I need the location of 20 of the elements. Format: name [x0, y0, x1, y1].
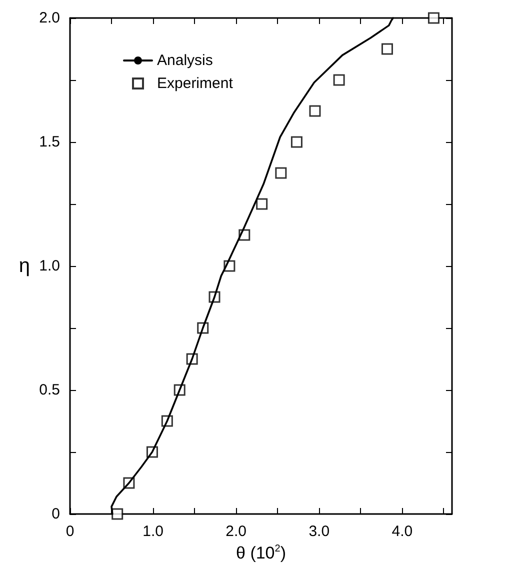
y-axis-title: η — [18, 255, 30, 277]
x-tick-label: 0 — [66, 523, 74, 540]
y-tick-label: 0 — [52, 506, 60, 522]
y-tick-label: 0.5 — [39, 382, 60, 398]
point — [309, 105, 321, 117]
point — [381, 43, 393, 55]
point — [256, 198, 268, 210]
x-tick-label: 1.0 — [142, 523, 164, 540]
y-tick-label: 1.5 — [39, 134, 60, 150]
y-tick-label: 1.0 — [39, 258, 60, 274]
point — [333, 74, 345, 86]
y-tick-label: 2.0 — [39, 10, 60, 26]
x-tick-label: 3.0 — [308, 523, 330, 540]
point — [275, 167, 287, 179]
x-tick-label: 4.0 — [392, 523, 413, 540]
point — [428, 12, 440, 24]
x-tick-label: 2.0 — [226, 523, 247, 540]
legend-label: Experiment — [157, 75, 234, 92]
point — [290, 136, 302, 148]
legend-label: Analysis — [157, 52, 213, 69]
